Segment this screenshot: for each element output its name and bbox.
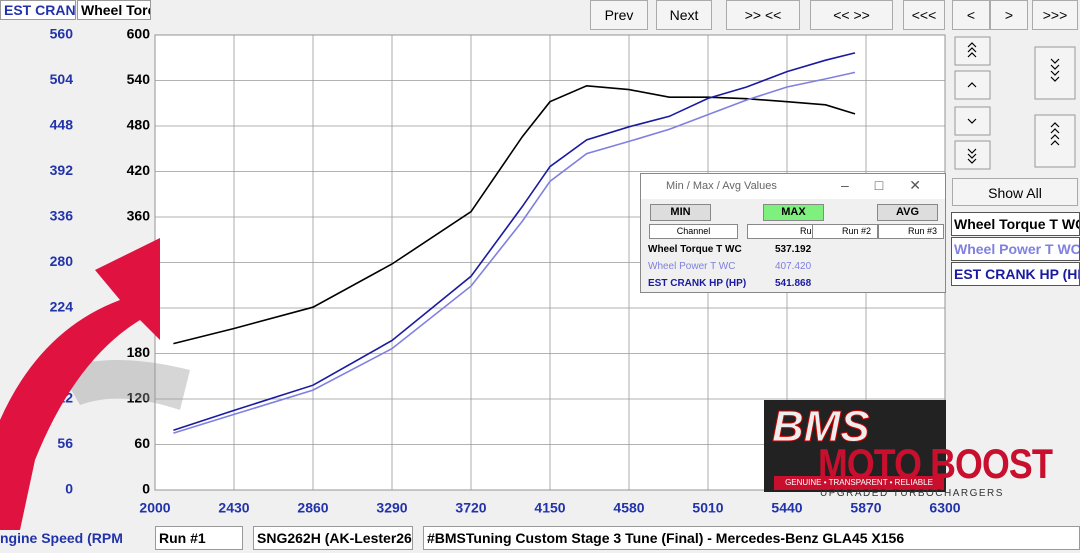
scroll-button[interactable]: >>> (1032, 0, 1078, 30)
run-field: Run #1 (155, 526, 243, 550)
y-tick-label: 120 (127, 390, 151, 406)
y2-tick-label: 336 (50, 208, 74, 224)
logo-name: MOTO BOOST (818, 440, 1053, 487)
row-channel: Wheel Power T WC (648, 261, 736, 272)
max-button[interactable]: MAX (763, 204, 824, 221)
avg-button[interactable]: AVG (877, 204, 938, 221)
x-tick-label: 5440 (771, 500, 802, 516)
dialog-titlebar (641, 174, 945, 199)
logo-tagline: GENUINE • TRANSPARENT • RELIABLE (774, 476, 944, 490)
prev-button[interactable]: Prev (590, 0, 648, 30)
y2-tick-label: 168 (50, 344, 74, 360)
tab[interactable]: EST CRAN (0, 0, 76, 20)
tab[interactable]: Wheel Torc (77, 0, 151, 20)
scroll-button[interactable]: <<< (903, 0, 945, 30)
y2-tick-label: 560 (50, 26, 74, 42)
logo-sub: UPGRADED TURBOCHARGERS (820, 488, 1004, 499)
min-max-dialog: Min / Max / Avg Values –□✕ MIN MAX AVG C… (640, 173, 946, 293)
y2-tick-label: 504 (50, 71, 74, 87)
zoom-in-button[interactable]: >> << (726, 0, 800, 30)
y-tick-label: 60 (134, 435, 150, 451)
nav-button[interactable] (954, 70, 991, 100)
nav-button[interactable] (954, 140, 991, 170)
row-value: 407.420 (775, 261, 812, 272)
series-line (173, 71, 856, 434)
nav-button[interactable] (954, 36, 991, 66)
series-line (173, 52, 856, 432)
dialog-title: Min / Max / Avg Values (666, 180, 777, 192)
row-value: 541.868 (775, 278, 812, 289)
nav-button[interactable] (954, 106, 991, 136)
legend-item[interactable]: Wheel Torque T WC (951, 212, 1080, 236)
y2-tick-label: 0 (65, 481, 73, 497)
y-tick-label: 300 (127, 253, 151, 269)
y2-tick-label: 56 (57, 435, 73, 451)
x-axis-label: ngine Speed (RPM (0, 530, 123, 546)
legend-item[interactable]: EST CRANK HP (HP) (951, 262, 1080, 286)
y-tick-label: 0 (142, 481, 150, 497)
description-field: #BMSTuning Custom Stage 3 Tune (Final) -… (423, 526, 1080, 550)
x-tick-label: 2860 (297, 500, 328, 516)
legend-item[interactable]: Wheel Power T WC (951, 237, 1080, 261)
y2-tick-label: 392 (50, 162, 74, 178)
y-tick-label: 240 (127, 299, 151, 315)
logo-plate: BMS GENUINE • TRANSPARENT • RELIABLE (764, 400, 946, 492)
window-controls[interactable]: –□✕ (841, 177, 946, 193)
x-tick-label: 2000 (139, 500, 170, 516)
y-tick-label: 420 (127, 162, 151, 178)
row-value: 537.192 (775, 244, 812, 255)
show-all-button[interactable]: Show All (952, 178, 1078, 206)
y2-tick-label: 280 (50, 253, 74, 269)
x-tick-label: 3720 (455, 500, 486, 516)
y-tick-label: 600 (127, 26, 151, 42)
y-tick-label: 180 (127, 344, 151, 360)
next-button[interactable]: Next (656, 0, 712, 30)
logo-brand: BMS (772, 402, 870, 452)
x-tick-label: 4150 (534, 500, 565, 516)
x-tick-label: 3290 (376, 500, 407, 516)
y2-tick-label: 112 (50, 390, 73, 406)
y-tick-label: 480 (127, 117, 151, 133)
min-button[interactable]: MIN (650, 204, 711, 221)
nav-buttons (954, 36, 1076, 170)
y2-tick-label: 448 (50, 117, 74, 133)
x-tick-label: 6300 (929, 500, 960, 516)
scroll-button[interactable]: > (990, 0, 1028, 30)
y-tick-label: 540 (127, 71, 151, 87)
column-header: Channel (649, 224, 738, 239)
y-tick-label: 360 (127, 208, 151, 224)
x-tick-label: 2430 (218, 500, 249, 516)
y2-tick-label: 224 (50, 299, 74, 315)
nav-button[interactable] (1034, 46, 1076, 100)
x-tick-label: 5010 (692, 500, 723, 516)
x-tick-label: 4580 (613, 500, 644, 516)
vehicle-field: SNG262H (AK-Lester262 (253, 526, 413, 550)
column-header: Run #2 (812, 224, 878, 239)
series-line (173, 84, 856, 345)
row-channel: EST CRANK HP (HP) (648, 278, 747, 289)
row-channel: Wheel Torque T WC (648, 244, 742, 255)
x-tick-label: 5870 (850, 500, 881, 516)
zoom-out-button[interactable]: << >> (810, 0, 893, 30)
scroll-button[interactable]: < (952, 0, 990, 30)
chevrons (967, 42, 1060, 164)
column-header: Run #3 (878, 224, 944, 239)
